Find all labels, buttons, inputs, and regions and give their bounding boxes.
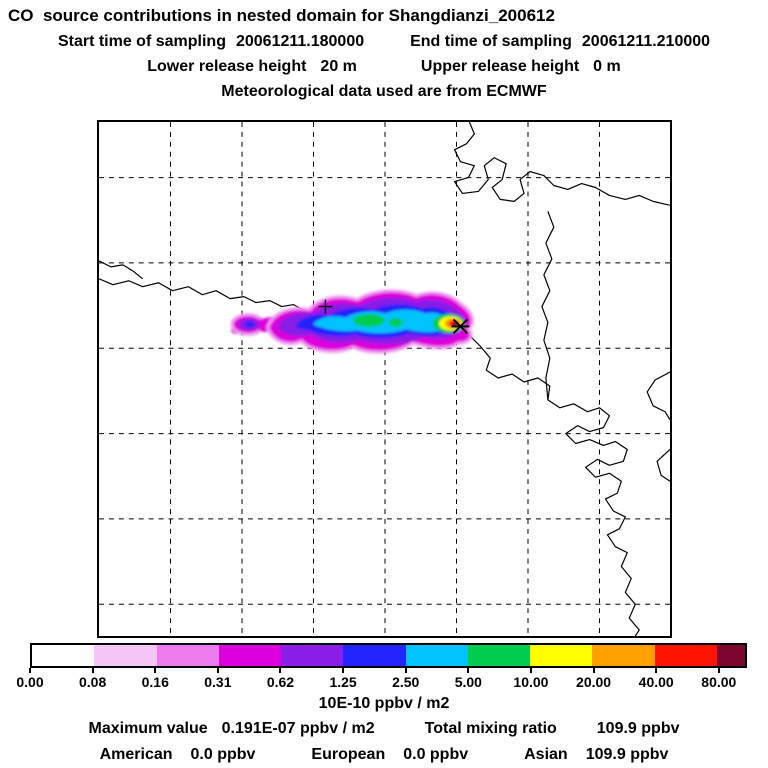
colorbar-cell	[32, 645, 95, 666]
asian-pair: Asian 109.9 ppbv	[524, 746, 668, 764]
colorbar-tick-mark	[279, 668, 282, 673]
colorbar-cell	[281, 645, 344, 666]
grid-lines	[99, 122, 670, 636]
plume	[230, 289, 475, 354]
upper-release-value: 0 m	[593, 58, 621, 75]
start-time-pair: Start time of sampling 20061211.180000	[58, 33, 364, 51]
asian-value: 109.9 ppbv	[585, 746, 669, 763]
colorbar-cell	[405, 645, 468, 666]
maximum-value-label: Maximum value	[88, 720, 208, 737]
map-svg	[99, 122, 670, 636]
colorbar-cell	[218, 645, 282, 666]
start-time-label: Start time of sampling	[57, 33, 226, 50]
colorbar-tick-mark	[655, 668, 658, 673]
mixing-ratio-value: 109.9 ppbv	[596, 720, 680, 737]
colorbar-units-label: 10E-10 ppbv / m2	[318, 695, 450, 712]
colorbar-tick-mark	[216, 668, 219, 673]
plume-cross-marker	[318, 299, 333, 314]
colorbar-tick-label: 10.00	[513, 674, 549, 690]
receptor-marker	[451, 318, 470, 335]
american-label: American	[99, 746, 173, 763]
european-value: 0.0 ppbv	[403, 746, 469, 763]
colorbar-cell	[467, 645, 531, 666]
colorbar-tick-label: 0.16	[141, 674, 169, 690]
american-value: 0.0 ppbv	[190, 746, 256, 763]
max-value-line: Maximum value 0.191E-07 ppbv / m2 Total …	[0, 720, 768, 738]
colorbar-tick-label: 5.00	[454, 674, 482, 690]
colorbar-tick-mark	[467, 668, 470, 673]
colorbar-tick-mark	[91, 668, 94, 673]
mixing-ratio-pair: Total mixing ratio 109.9 ppbv	[425, 720, 680, 738]
end-time-value: 20061211.210000	[581, 33, 711, 50]
colorbar-tick-label: 20.00	[576, 674, 612, 690]
colorbar-cell	[530, 645, 593, 666]
mixing-ratio-label: Total mixing ratio	[424, 720, 557, 737]
figure-title: CO source contributions in nested domain…	[8, 6, 555, 25]
coastlines	[99, 122, 670, 636]
maximum-value-value: 0.191E-07 ppbv / m2	[221, 720, 375, 737]
met-data-line: Meteorological data used are from ECMWF	[0, 83, 768, 101]
sampling-time-line: Start time of sampling 20061211.180000 E…	[0, 33, 768, 51]
met-data-text: Meteorological data used are from ECMWF	[221, 83, 547, 100]
colorbar-tick-label: 40.00	[638, 674, 674, 690]
colorbar-tick-label: 1.25	[329, 674, 357, 690]
colorbar-tick-mark	[342, 668, 345, 673]
lower-release-label: Lower release height	[147, 58, 307, 75]
colorbar-tick-mark	[154, 668, 157, 673]
colorbar-tick-label: 0.62	[266, 674, 295, 690]
colorbar-tick-labels: 0.00 0.08 0.16 0.31 0.62 1.25 2.50 5.00 10.00 20.…	[16, 674, 747, 690]
colorbar-tick-mark	[592, 668, 595, 673]
upper-release-pair: Upper release height 0 m	[421, 58, 621, 76]
european-pair: European 0.0 ppbv	[311, 746, 468, 764]
colorbar-cell	[716, 645, 745, 666]
colorbar-tick-mark	[29, 668, 31, 673]
lower-release-value: 20 m	[320, 58, 357, 75]
european-label: European	[311, 746, 386, 763]
map-panel	[97, 120, 672, 638]
colorbar-tick-mark	[717, 668, 720, 673]
colorbar-tick-label: 80.00	[701, 674, 737, 690]
colorbar-tick-label: 0.31	[204, 674, 232, 690]
end-time-label: End time of sampling	[410, 33, 572, 50]
colorbar-cell	[654, 645, 717, 666]
colorbar-tick-label: 2.50	[392, 674, 420, 690]
asian-label: Asian	[524, 746, 568, 763]
contributions-line: American 0.0 ppbv European 0.0 ppbv Asia…	[0, 746, 768, 764]
maximum-value-pair: Maximum value 0.191E-07 ppbv / m2	[89, 720, 375, 738]
colorbar-tick-mark	[529, 668, 532, 673]
colorbar-tick-label: 0.08	[78, 674, 107, 690]
colorbar-cell	[592, 645, 655, 666]
american-pair: American 0.0 ppbv	[100, 746, 256, 764]
colorbar-cell	[94, 645, 157, 666]
colorbar-tick-marks	[29, 668, 747, 673]
upper-release-label: Upper release height	[420, 58, 580, 75]
end-time-pair: End time of sampling 20061211.210000	[410, 33, 710, 51]
colorbar-cell	[343, 645, 406, 666]
release-height-line: Lower release height 20 m Upper release …	[0, 58, 768, 76]
colorbar	[30, 643, 747, 668]
start-time-value: 20061211.180000	[235, 33, 365, 50]
lower-release-pair: Lower release height 20 m	[147, 58, 357, 76]
colorbar-cell	[156, 645, 219, 666]
colorbar-tick-mark	[404, 668, 407, 673]
colorbar-tick-label: 0.00	[16, 674, 44, 690]
